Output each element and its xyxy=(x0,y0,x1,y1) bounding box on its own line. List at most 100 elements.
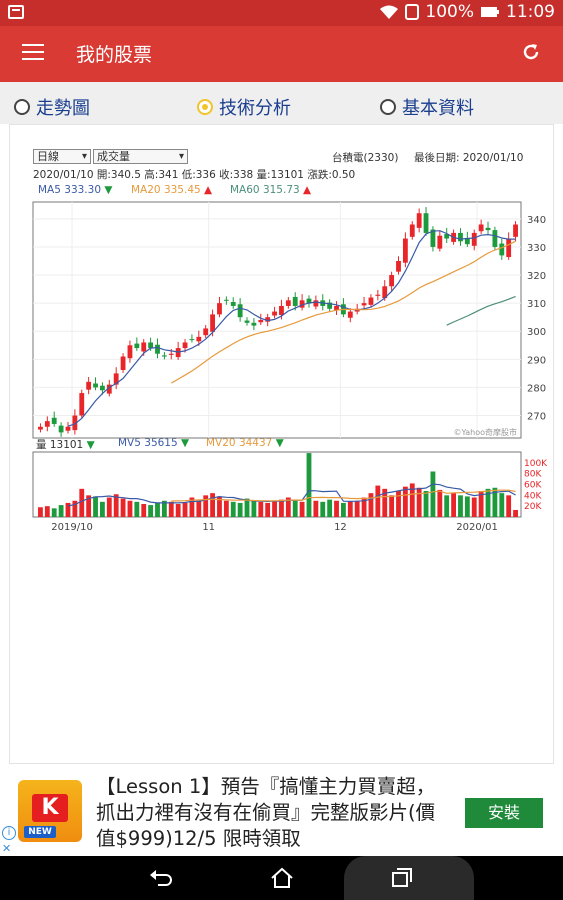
volume-tick-label: 80K xyxy=(524,470,542,480)
menu-icon[interactable] xyxy=(22,44,44,62)
candle-body xyxy=(334,305,339,311)
volume-bar xyxy=(65,502,71,517)
volume-bar xyxy=(471,497,477,517)
volume-bar xyxy=(106,497,112,517)
ad-banner[interactable]: K NEW 【Lesson 1】預告『搞懂主力買賣超，抓出力裡有沒有在偷買』完整版… xyxy=(0,768,563,856)
candle-body xyxy=(196,336,202,342)
volume-bar xyxy=(347,501,353,517)
volume-plot-frame xyxy=(32,451,522,518)
stock-chart[interactable]: 340 330 320 310 300 290 280 270 100K80K60K40K20K… xyxy=(10,125,555,545)
candle-body xyxy=(347,311,353,318)
volume-bar xyxy=(141,504,147,517)
home-icon[interactable] xyxy=(269,866,295,890)
nav-bar xyxy=(0,856,563,900)
install-button[interactable]: 安裝 xyxy=(465,798,543,828)
volume-bar xyxy=(258,501,264,517)
candle-body xyxy=(134,343,140,349)
candle-body xyxy=(155,344,160,354)
kgi-app-icon: K NEW xyxy=(18,780,82,842)
volume-bar xyxy=(58,505,64,517)
volume-bar xyxy=(485,488,491,517)
period-select[interactable]: 日線 xyxy=(33,149,91,164)
volume-bar xyxy=(451,493,456,517)
candle-body xyxy=(79,393,85,416)
candle-body xyxy=(396,261,401,272)
price-tick-label: 280 xyxy=(527,383,546,394)
volume-bar xyxy=(72,500,78,517)
x-tick-label: 11 xyxy=(202,522,215,533)
candle-body xyxy=(127,345,133,359)
volume-bar xyxy=(313,500,319,517)
price-tick-label: 300 xyxy=(527,327,546,338)
candle-body xyxy=(444,234,450,239)
volume-bar xyxy=(127,500,133,517)
tab-bar: 走勢圖 技術分析 基本資料 xyxy=(0,82,563,124)
volume-bar xyxy=(100,501,105,517)
ad-close-icon[interactable]: ✕ xyxy=(2,842,12,855)
indicator-select[interactable]: 成交量 xyxy=(93,149,188,164)
candle-body xyxy=(285,300,291,306)
candle-body xyxy=(44,421,50,427)
volume-bar xyxy=(306,453,312,517)
volume-bar xyxy=(292,500,298,517)
radio-icon xyxy=(380,99,396,115)
candle-body xyxy=(72,415,78,431)
candle-body xyxy=(299,300,305,308)
wifi-icon xyxy=(380,5,399,19)
x-tick-label: 2019/10 xyxy=(51,522,93,533)
candle-body xyxy=(223,299,229,301)
ohlc-line: 2020/01/10 開:340.5 高:341 低:336 收:338 量:1… xyxy=(33,169,356,181)
back-icon[interactable] xyxy=(148,866,174,890)
mv20-label: MV20 34437 ▼ xyxy=(206,437,284,449)
volume-bar xyxy=(513,509,518,517)
candle-body xyxy=(485,227,491,231)
volume-bar xyxy=(196,500,202,517)
volume-bar xyxy=(423,491,429,517)
volume-bar xyxy=(244,498,250,517)
volume-bar xyxy=(168,501,174,517)
candle-body xyxy=(279,305,284,315)
candle-body xyxy=(141,342,147,352)
radio-selected-icon xyxy=(197,99,213,115)
volume-bar xyxy=(334,500,339,517)
volume-bar xyxy=(416,487,422,517)
volume-bar xyxy=(437,489,443,517)
candle-body xyxy=(464,237,470,245)
volume-bar xyxy=(148,505,154,517)
volume-tick-label: 40K xyxy=(524,491,542,501)
battery-saver-icon xyxy=(405,4,420,20)
candle-body xyxy=(292,296,298,306)
refresh-icon[interactable] xyxy=(519,40,543,64)
tab-technical-label: 技術分析 xyxy=(219,98,291,119)
ad-info-icon[interactable]: i xyxy=(2,826,16,840)
volume-bar xyxy=(134,501,140,517)
chart-panel: 日線 成交量 台積電(2330) 最後日期: 2020/01/10 2020/0… xyxy=(9,124,554,764)
tab-trend[interactable]: 走勢圖 xyxy=(14,94,90,120)
recents-icon[interactable] xyxy=(389,866,415,890)
ma5-label: MA5 333.30 ▼ xyxy=(38,184,113,196)
volume-bar xyxy=(409,483,415,517)
candle-body xyxy=(148,342,154,349)
volume-bar xyxy=(464,496,470,517)
volume-bar xyxy=(217,496,222,517)
volume-bar xyxy=(203,495,209,517)
status-right: 100% 11:09 xyxy=(379,2,555,22)
candle-body xyxy=(409,224,415,237)
tab-fundamental[interactable]: 基本資料 xyxy=(380,94,474,120)
candle-body xyxy=(230,302,236,306)
nav-recents-highlight xyxy=(344,856,474,900)
status-bar: 100% 11:09 xyxy=(0,0,563,26)
candle-body xyxy=(58,425,64,433)
price-tick-label: 340 xyxy=(527,215,546,226)
volume-bar xyxy=(155,502,160,517)
clock: 11:09 xyxy=(506,2,555,22)
price-tick-label: 310 xyxy=(527,299,546,310)
candle-body xyxy=(430,229,436,247)
volume-bar xyxy=(161,500,167,517)
volume-bar xyxy=(210,493,215,517)
volume-bar xyxy=(389,495,395,517)
volume-bar xyxy=(299,501,305,517)
tab-technical[interactable]: 技術分析 xyxy=(197,94,291,120)
candle-body xyxy=(244,320,250,323)
price-tick-label: 290 xyxy=(527,355,546,366)
